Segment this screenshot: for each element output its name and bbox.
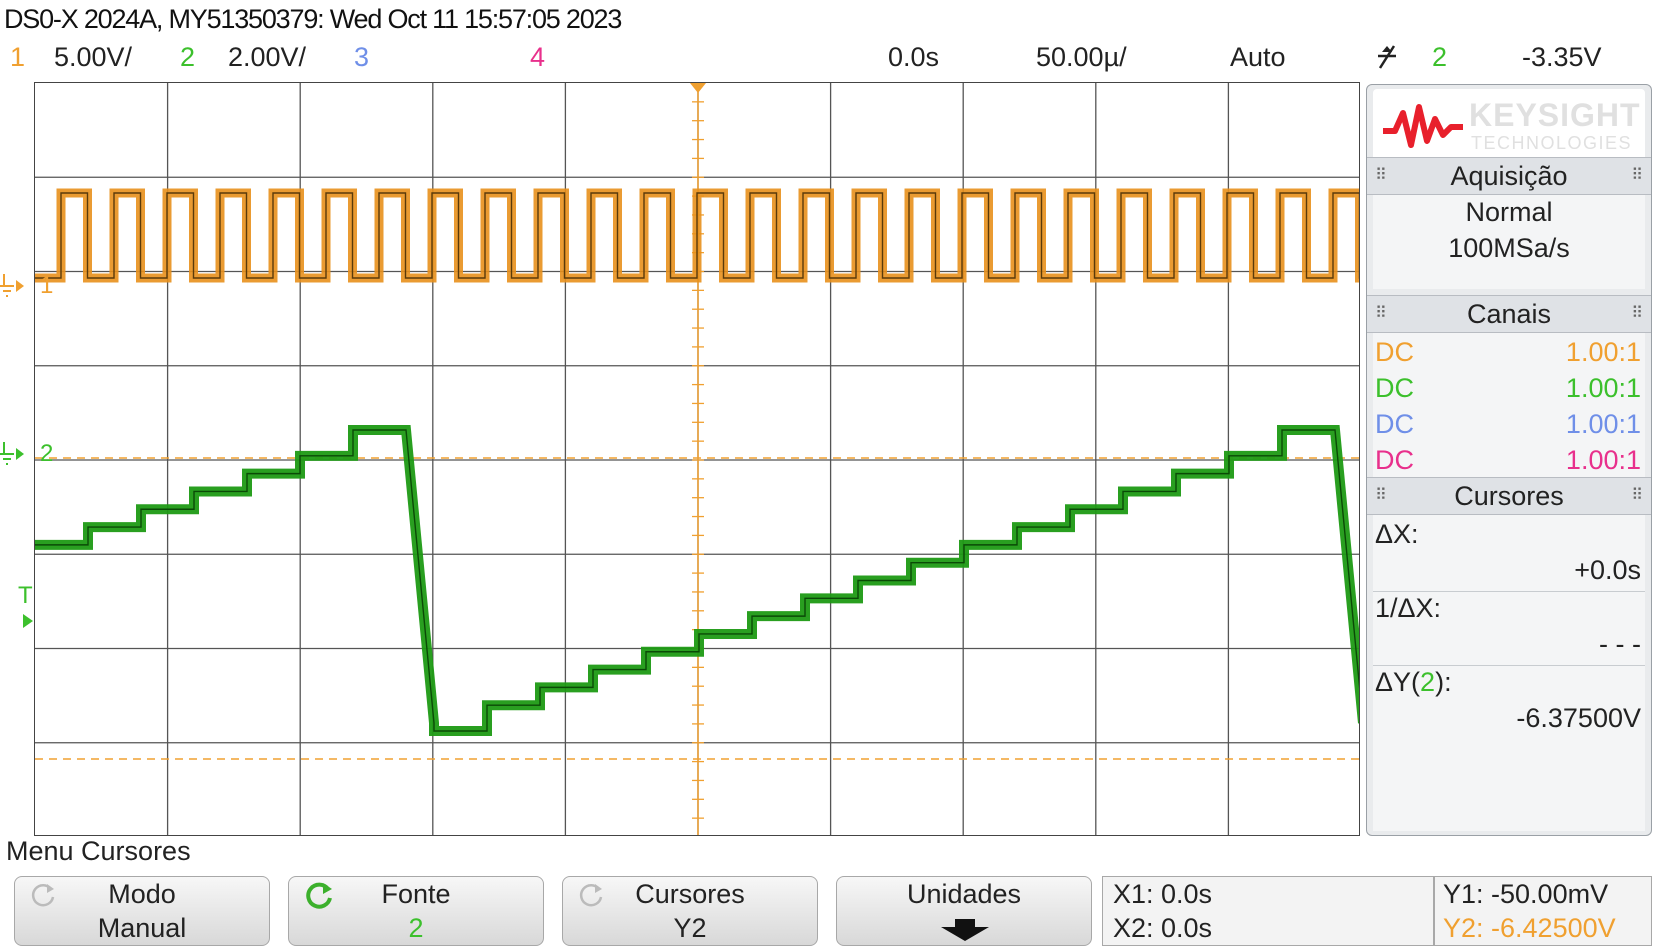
trigger-source[interactable]: 2 [1432,42,1448,72]
divider [1373,591,1645,592]
waveform-display[interactable] [34,82,1360,836]
softkey-source-value: 2 [408,913,424,943]
divider [1373,665,1645,666]
ch3-coupling: DC [1375,409,1414,439]
acquisition-header[interactable]: ⠿ Aquisição ⠿ [1367,157,1651,195]
grip-icon: ⠿ [1375,487,1387,504]
inv-delta-x-value: - - - [1599,629,1641,659]
softkey-units[interactable]: Unidades [836,876,1092,946]
softkey-source[interactable]: Fonte 2 [288,876,544,946]
submenu-arrow-icon [937,919,993,946]
delta-y-label: ΔY(2): [1375,667,1452,698]
channels-box [1373,333,1645,477]
cursors-header-label: Cursores [1454,481,1564,511]
refresh-icon [29,881,59,912]
delta-y-label-prefix: ΔY( [1375,667,1421,697]
cursor-y2-readout: Y2: -6.42500V [1443,913,1616,943]
delta-x-value: +0.0s [1574,555,1641,585]
softkey-mode[interactable]: Modo Manual [14,876,270,946]
grip-icon: ⠿ [1631,305,1643,322]
screen-title: DS0-X 2024A, MY51350379: Wed Oct 11 15:5… [4,4,622,34]
ch3-probe: 1.00:1 [1565,409,1641,439]
delta-x-label: ΔX: [1375,519,1419,549]
ch1-waveform-core [35,192,1359,279]
refresh-icon [303,881,337,914]
ch2-coupling: DC [1375,373,1414,403]
softkey-cursors-label: Cursores [635,879,745,909]
channel-markers: T [0,82,34,836]
waveform-canvas [35,83,1359,835]
grip-icon: ⠿ [1631,487,1643,504]
cursors-header[interactable]: ⠿ Cursores ⠿ [1367,477,1651,515]
cursor-x2-readout: X2: 0.0s [1113,913,1213,943]
acquisition-rate: 100MSa/s [1448,233,1570,263]
ch4-number[interactable]: 4 [530,42,546,72]
ch2-scale[interactable]: 2.00V/ [228,42,307,72]
ch2-probe: 1.00:1 [1565,373,1641,403]
status-bar: 1 5.00V/ 2 2.00V/ 3 4 0.0s 50.00µ/ Auto … [0,38,1655,82]
grip-icon: ⠿ [1631,167,1643,184]
ch1-probe: 1.00:1 [1565,337,1641,367]
inv-delta-x-label: 1/ΔX: [1375,593,1442,623]
delta-y-source: 2 [1420,667,1436,697]
softkey-mode-value: Manual [97,913,187,943]
grip-icon: ⠿ [1375,167,1387,184]
trigger-mode[interactable]: Auto [1230,42,1286,72]
ch4-coupling: DC [1375,445,1414,475]
softkey-mode-label: Modo [108,879,176,909]
acquisition-box [1373,195,1645,289]
cursor-readout: X1: 0.0s X2: 0.0s Y1: -50.00mV Y2: -6.42… [1102,876,1652,946]
menu-title: Menu Cursores [6,836,191,866]
ch2-ground-icon[interactable] [0,440,26,479]
grip-icon: ⠿ [1375,305,1387,322]
ch1-number[interactable]: 1 [10,42,26,72]
ch2-label: 2 [40,440,54,467]
ch2-number[interactable]: 2 [180,42,196,72]
softkey-units-label: Unidades [906,879,1022,909]
delta-y-value: -6.37500V [1516,703,1641,733]
brand-subtitle: TECHNOLOGIES [1471,133,1633,153]
cursor-y1-readout: Y1: -50.00mV [1443,879,1609,909]
ch1-label: 1 [40,272,54,299]
time-delay[interactable]: 0.0s [888,42,940,72]
trigger-slope-icon [1376,42,1398,79]
channels-header-label: Canais [1466,299,1552,329]
acquisition-mode: Normal [1465,197,1553,227]
ch3-number[interactable]: 3 [354,42,370,72]
keysight-wave-icon [1383,104,1463,148]
keysight-logo: KEYSIGHT TECHNOLOGIES [1373,89,1645,163]
delta-y-label-suffix: ): [1435,667,1452,697]
time-scale[interactable]: 50.00µ/ [1036,42,1127,72]
ch1-scale[interactable]: 5.00V/ [54,42,133,72]
refresh-icon [577,881,607,912]
trigger-position-marker [690,83,706,93]
cursors-box [1373,515,1645,831]
ch4-probe: 1.00:1 [1565,445,1641,475]
softkey-source-label: Fonte [381,879,451,909]
ch2-waveform-core [35,429,1359,732]
ch1-coupling: DC [1375,337,1414,367]
cursor-x1-readout: X1: 0.0s [1113,879,1213,909]
channels-header[interactable]: ⠿ Canais ⠿ [1367,295,1651,333]
brand-name: KEYSIGHT [1469,97,1641,133]
acquisition-header-label: Aquisição [1450,161,1568,191]
divider [1433,877,1435,945]
softkey-cursors[interactable]: Cursores Y2 [562,876,818,946]
ch1-ground-icon[interactable] [0,272,26,311]
trigger-marker-icon [22,608,34,636]
trigger-level[interactable]: -3.35V [1522,42,1602,72]
softkey-cursors-value: Y2 [673,913,707,943]
trigger-marker-label[interactable]: T [18,582,33,609]
side-panel: KEYSIGHT TECHNOLOGIES ⠿ Aquisição ⠿ Norm… [1366,84,1652,836]
